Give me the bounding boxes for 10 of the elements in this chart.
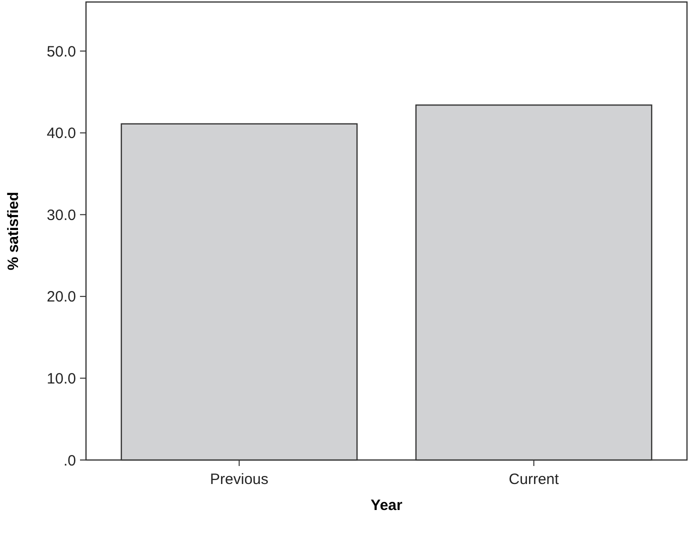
y-axis-title: % satisfied [5, 192, 22, 270]
x-tick-label: Current [508, 471, 560, 488]
x-axis-title: Year [370, 497, 403, 514]
y-tick-label: 10.0 [46, 370, 76, 388]
y-tick-label: 20.0 [46, 288, 76, 306]
x-tick-label: Previous [210, 471, 268, 488]
y-tick-label: 50.0 [46, 43, 76, 60]
y-tick-label: 40.0 [46, 125, 76, 142]
y-tick-label: 30.0 [46, 206, 76, 224]
y-tick-label: .0 [63, 452, 76, 470]
